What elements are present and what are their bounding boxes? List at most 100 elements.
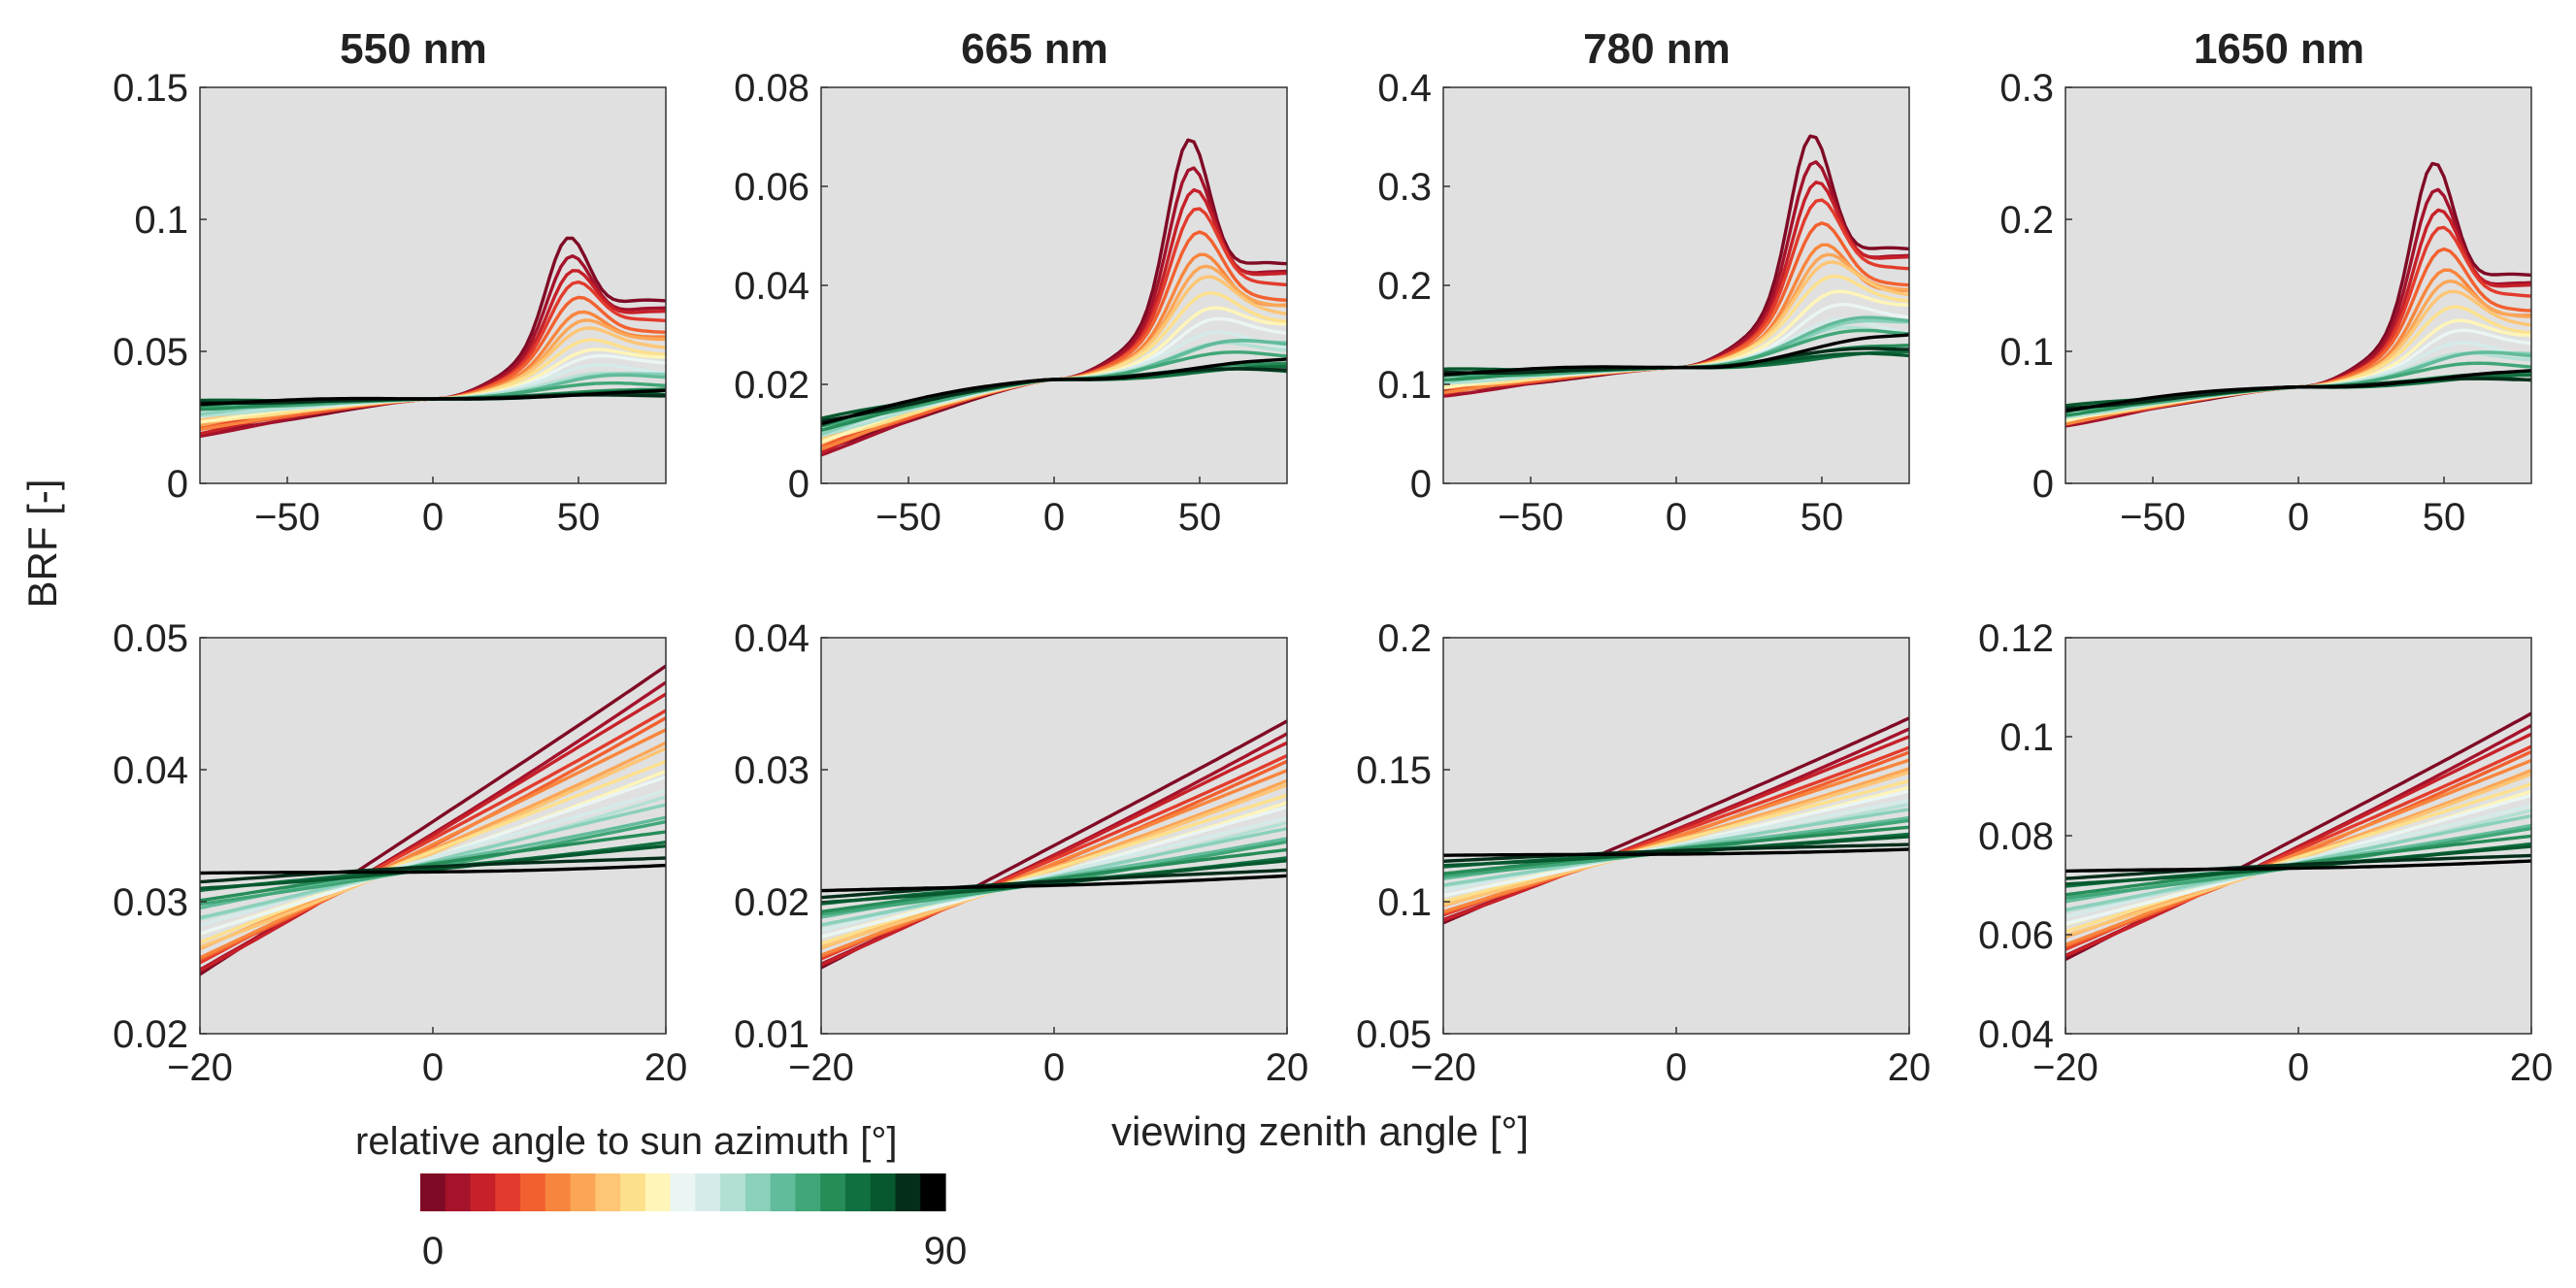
y-tick-label: 0.02 — [113, 1013, 188, 1056]
series-line — [821, 847, 1287, 913]
series-line — [821, 859, 1287, 905]
y-tick-label: 0.2 — [1377, 265, 1432, 308]
y-tick-label: 0 — [2032, 463, 2054, 506]
panel-title: 665 nm — [961, 25, 1108, 73]
series-line — [2065, 782, 2531, 934]
x-tick-label: 0 — [2288, 1046, 2309, 1089]
y-tick-label: 0.05 — [1356, 1013, 1432, 1056]
x-tick-label: 50 — [1178, 496, 1222, 539]
y-tick-label: 0 — [788, 463, 809, 506]
colorbar-min-label: 0 — [422, 1230, 444, 1272]
colorbar-swatch — [520, 1173, 546, 1211]
colorbar-swatch — [470, 1173, 496, 1211]
y-tick-label: 0.03 — [113, 881, 188, 924]
panel-4: 0 0.1 0.2 0.3 −50 0 50 1650 nm — [1999, 25, 2532, 539]
series-lines — [200, 236, 666, 439]
colorbar-swatch — [495, 1173, 521, 1211]
y-tick-label: 0.02 — [734, 881, 809, 924]
y-tick-label: 0.01 — [734, 1013, 809, 1056]
y-tick-label: 0.3 — [1377, 166, 1432, 209]
y-tick-label: 0.02 — [734, 364, 809, 407]
series-line — [821, 874, 1287, 893]
series-line — [1443, 825, 1909, 875]
x-tick-label: 50 — [557, 496, 601, 539]
series-line — [1443, 758, 1909, 914]
series-line — [821, 793, 1287, 945]
y-tick-label: 0.1 — [1377, 881, 1432, 924]
y-tick-label: 0.06 — [734, 166, 809, 209]
colorbar-swatch — [644, 1173, 672, 1211]
series-line — [2065, 859, 2531, 874]
y-tick-label: 0.05 — [113, 331, 188, 374]
y-tick-label: 0.15 — [113, 67, 188, 110]
series-line — [821, 741, 1287, 967]
x-tick-label: −50 — [254, 496, 320, 539]
y-tick-label: 0.1 — [1377, 364, 1432, 407]
colorbar-swatch — [420, 1173, 446, 1211]
x-tick-label: 0 — [422, 496, 444, 539]
y-tick-label: 0.2 — [1999, 199, 2054, 242]
series-line — [200, 728, 666, 960]
x-tick-label: −20 — [788, 1046, 854, 1089]
series-lines — [821, 719, 1287, 970]
series-lines — [200, 664, 666, 976]
series-lines — [2065, 161, 2531, 428]
y-tick-label: 0.1 — [134, 199, 188, 242]
y-tick-label: 0.08 — [734, 67, 809, 110]
colorbar-swatch — [820, 1173, 846, 1211]
y-tick-label: 0.03 — [734, 749, 809, 792]
x-tick-label: 50 — [2423, 496, 2466, 539]
x-tick-label: 20 — [644, 1046, 688, 1089]
series-lines — [2065, 711, 2531, 962]
y-tick-label: 0.15 — [1356, 749, 1432, 792]
colorbar-swatch — [744, 1173, 772, 1211]
series-line — [1443, 847, 1909, 857]
panel-title: 780 nm — [1583, 25, 1731, 73]
y-tick-label: 0 — [1410, 463, 1432, 506]
colorbar-swatch — [870, 1173, 897, 1211]
series-line — [2065, 758, 2531, 946]
x-tick-label: −20 — [1410, 1046, 1476, 1089]
panel-2: 0 0.02 0.04 0.06 0.08 −50 0 50 665 nm — [734, 25, 1288, 539]
y-tick-label: 0.4 — [1377, 67, 1432, 110]
y-tick-label: 0 — [167, 463, 188, 506]
plot-area — [1443, 87, 1909, 483]
y-tick-label: 0.04 — [113, 749, 188, 792]
colorbar-title: relative angle to sun azimuth [°] — [355, 1120, 898, 1163]
y-tick-label: 0.3 — [1999, 67, 2054, 110]
series-line — [200, 388, 666, 407]
series-line — [200, 856, 666, 884]
x-tick-label: 0 — [1043, 1046, 1065, 1089]
y-tick-label: 0.06 — [1978, 914, 2054, 957]
x-tick-label: 20 — [1266, 1046, 1309, 1089]
x-tick-label: −20 — [167, 1046, 233, 1089]
x-tick-label: −50 — [2120, 496, 2186, 539]
series-line — [821, 357, 1287, 426]
x-tick-label: 0 — [2288, 496, 2309, 539]
colorbar-swatch — [844, 1173, 872, 1211]
series-line — [1443, 778, 1909, 904]
series-line — [1443, 842, 1909, 863]
series-line — [821, 769, 1287, 957]
colorbar-swatch — [695, 1173, 721, 1211]
series-line — [2065, 369, 2531, 413]
y-tick-label: 0.04 — [734, 265, 809, 308]
y-tick-label: 0.12 — [1978, 617, 2054, 660]
series-lines — [821, 138, 1287, 457]
colorbar-swatches — [420, 1173, 946, 1211]
colorbar: relative angle to sun azimuth [°] 0 90 — [355, 1120, 967, 1272]
series-lines — [1443, 716, 1909, 925]
y-tick-label: 0.08 — [1978, 815, 2054, 858]
series-lines — [1443, 134, 1909, 398]
series-line — [2065, 732, 2531, 958]
series-line — [2065, 853, 2531, 880]
y-tick-label: 0.04 — [734, 617, 809, 660]
colorbar-swatch — [795, 1173, 821, 1211]
y-tick-label: 0.2 — [1377, 617, 1432, 660]
colorbar-swatch — [545, 1173, 572, 1211]
x-tick-label: −50 — [875, 496, 941, 539]
colorbar-swatch — [670, 1173, 696, 1211]
x-tick-label: 0 — [1043, 496, 1065, 539]
